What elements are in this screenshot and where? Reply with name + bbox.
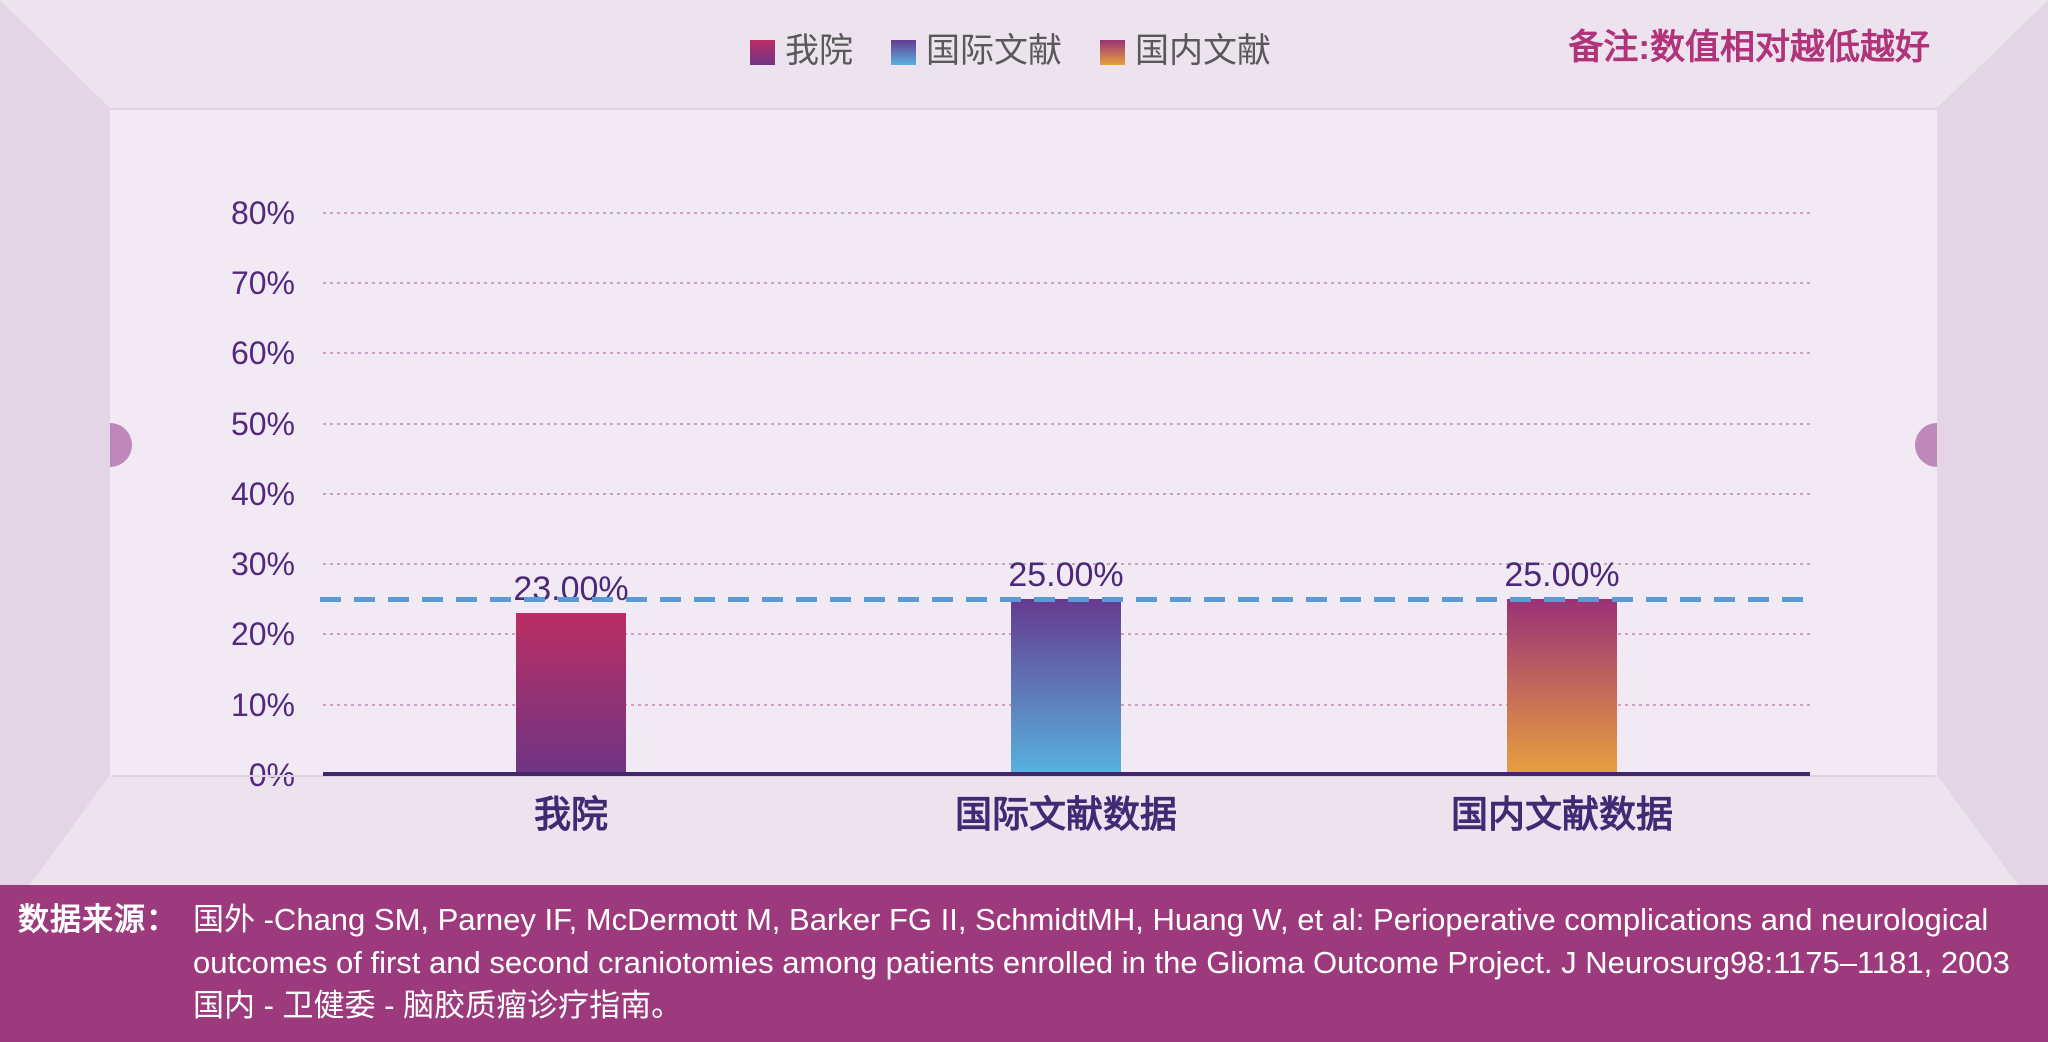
source-line: outcomes of first and second craniotomie… bbox=[193, 945, 2010, 980]
y-axis-tick-label: 60% bbox=[230, 335, 295, 372]
legend-swatch-hospital-icon bbox=[750, 39, 775, 65]
right-edge-handle bbox=[1915, 423, 1937, 467]
source-line: 国外 -Chang SM, Parney IF, McDermott M, Ba… bbox=[193, 902, 1989, 937]
legend-label: 国内文献 bbox=[1135, 32, 1271, 70]
y-axis-tick-label: 30% bbox=[230, 546, 295, 583]
legend-item-domestic: 国内文献 bbox=[1100, 31, 1271, 71]
y-axis-tick-label: 50% bbox=[230, 405, 295, 442]
bar-2 bbox=[1011, 599, 1121, 775]
gridline bbox=[323, 563, 1810, 566]
left-edge-handle bbox=[110, 423, 132, 467]
source-label: 数据来源： bbox=[18, 902, 178, 937]
stage-floor bbox=[30, 775, 2018, 885]
y-axis-tick-label: 80% bbox=[230, 194, 295, 231]
x-axis-category-label: 国际文献数据 bbox=[955, 794, 1177, 835]
y-axis-tick-label: 20% bbox=[230, 616, 295, 653]
data-source-block: 数据来源： 国外 -Chang SM, Parney IF, McDermott… bbox=[0, 898, 2048, 1027]
x-axis-category-label: 国内文献数据 bbox=[1451, 794, 1673, 835]
legend-swatch-international-icon bbox=[891, 39, 916, 65]
y-axis-tick-label: 10% bbox=[230, 686, 295, 723]
bar-1 bbox=[516, 613, 626, 775]
source-line: 国内 - 卫健委 - 脑胶质瘤诊疗指南。 bbox=[193, 988, 683, 1023]
note-text: 备注:数值相对越低越好 bbox=[1568, 28, 1930, 67]
legend-label: 国际文献 bbox=[926, 32, 1062, 70]
legend-item-hospital: 我院 bbox=[750, 31, 853, 71]
y-axis-tick-label: 70% bbox=[230, 264, 295, 301]
reference-dashed-line bbox=[320, 597, 1810, 603]
stage-top-wall bbox=[0, 0, 2048, 108]
bar-value-label: 25.00% bbox=[1504, 556, 1620, 595]
bar-value-label: 25.00% bbox=[1008, 556, 1124, 595]
legend-swatch-domestic-icon bbox=[1100, 39, 1125, 65]
gridline bbox=[323, 352, 1810, 355]
gridline bbox=[323, 492, 1810, 495]
y-axis-tick-label: 40% bbox=[230, 475, 295, 512]
legend-label: 我院 bbox=[785, 32, 853, 70]
source-lines: 国外 -Chang SM, Parney IF, McDermott M, Ba… bbox=[193, 898, 2048, 1027]
x-axis-category-label: 我院 bbox=[534, 794, 608, 835]
legend-item-international: 国际文献 bbox=[891, 31, 1062, 71]
gridline bbox=[323, 211, 1810, 214]
gridline bbox=[323, 422, 1810, 425]
x-axis-line bbox=[323, 772, 1810, 776]
bar-3 bbox=[1507, 599, 1617, 775]
face-bottom-edge bbox=[112, 775, 1935, 777]
gridline bbox=[323, 281, 1810, 284]
bar-value-label: 23.00% bbox=[513, 570, 629, 609]
chart-legend: 我院 国际文献 国内文献 bbox=[750, 31, 1271, 71]
source-band-background bbox=[0, 885, 2048, 1042]
